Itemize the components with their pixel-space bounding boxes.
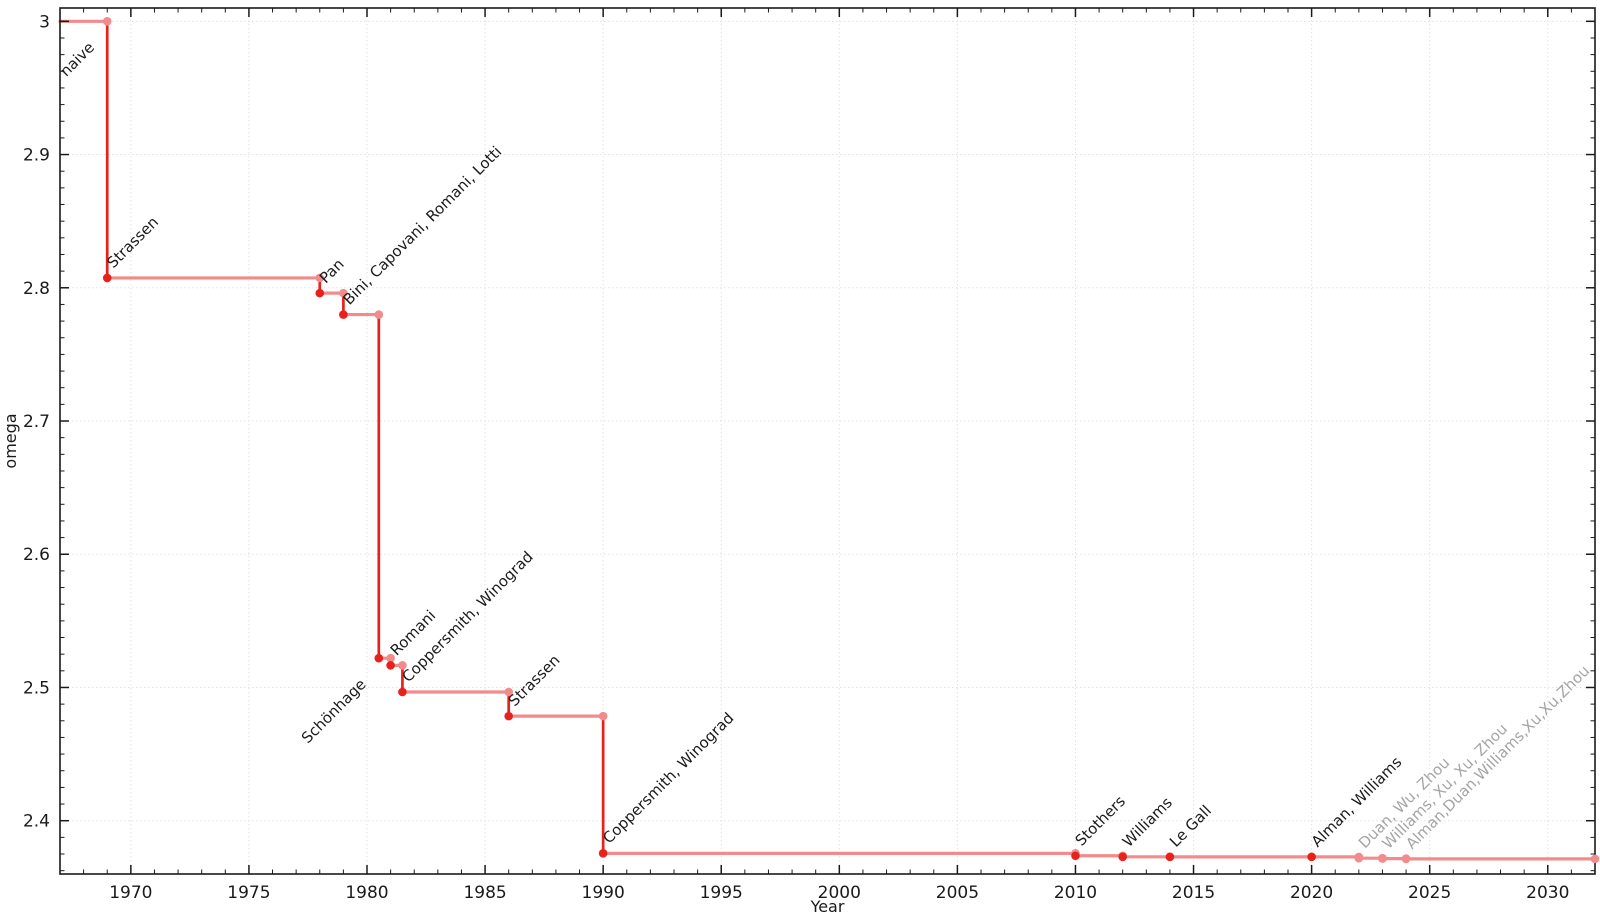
gridlines bbox=[60, 8, 1595, 874]
step-series bbox=[58, 19, 1597, 861]
x-tick-label: 2010 bbox=[1054, 883, 1097, 903]
step-end-point bbox=[102, 17, 112, 26]
point-label: Bini, Capovani, Romani, Lotti bbox=[339, 143, 505, 309]
data-point bbox=[1307, 852, 1316, 862]
point-label: Strassen bbox=[103, 213, 162, 272]
point-label: Schönhage bbox=[298, 675, 370, 747]
x-tick-label: 2030 bbox=[1526, 883, 1569, 903]
point-label: Alman,Duan,Williams,Xu,Xu,Zhou bbox=[1402, 662, 1593, 853]
step-end-point bbox=[339, 288, 348, 298]
data-point bbox=[398, 687, 407, 697]
x-tick-label: 2005 bbox=[936, 883, 979, 903]
data-point bbox=[1165, 852, 1175, 862]
ticks bbox=[59, 8, 1596, 874]
naive-label: naive bbox=[56, 38, 98, 80]
data-point bbox=[1378, 854, 1387, 863]
y-tick-label: 2.7 bbox=[23, 412, 50, 432]
data-point bbox=[374, 653, 384, 663]
x-tick-label: 1980 bbox=[345, 883, 388, 903]
x-tick-label: 2000 bbox=[818, 883, 861, 903]
x-tick-label: 2015 bbox=[1172, 883, 1215, 903]
data-point bbox=[1354, 853, 1364, 863]
point-label: Williams bbox=[1119, 793, 1176, 850]
tick-labels: 1970 1975 1980 1985 1990 1995 2000 2005 2010 2015… bbox=[23, 12, 1569, 903]
x-tick-label: 1990 bbox=[582, 883, 625, 903]
step-end-point bbox=[374, 310, 384, 319]
step-end-point bbox=[504, 687, 513, 697]
step-end-point bbox=[398, 661, 407, 670]
y-tick-label: 2.8 bbox=[23, 279, 50, 299]
point-label: Strassen bbox=[505, 651, 564, 710]
x-axis-label: Year bbox=[810, 897, 845, 916]
y-tick-label: 2.4 bbox=[23, 812, 50, 832]
x-tick-label: 1995 bbox=[700, 883, 743, 903]
plot-border bbox=[59, 7, 1596, 875]
y-axis-label: omega bbox=[1, 413, 20, 468]
data-point bbox=[339, 310, 348, 319]
data-point bbox=[598, 849, 608, 858]
data-point bbox=[386, 661, 395, 670]
y-tick-label: 3 bbox=[39, 12, 50, 32]
x-tick-label: 2020 bbox=[1290, 883, 1333, 903]
x-tick-label: 1970 bbox=[109, 883, 152, 903]
data-point bbox=[504, 711, 513, 721]
point-label: Le Gall bbox=[1166, 802, 1215, 851]
x-tick-label: 2025 bbox=[1408, 883, 1451, 903]
x-tick-label: 1985 bbox=[463, 883, 506, 903]
y-tick-label: 2.9 bbox=[23, 146, 50, 166]
x-tick-label: 1975 bbox=[227, 883, 270, 903]
data-point bbox=[102, 273, 112, 283]
y-tick-label: 2.5 bbox=[23, 678, 50, 698]
y-tick-label: 2.6 bbox=[23, 545, 50, 565]
data-point bbox=[315, 288, 325, 298]
data-point bbox=[1118, 852, 1127, 862]
step-end-point bbox=[598, 711, 608, 721]
step-end-point bbox=[315, 273, 325, 283]
point-label: Williams, Xu, Xu, Zhou bbox=[1379, 720, 1512, 853]
data-point bbox=[1401, 854, 1411, 864]
step-end-point bbox=[386, 653, 395, 663]
point-label: Coppersmith, Winograd bbox=[599, 709, 737, 847]
data-points bbox=[102, 17, 1600, 864]
series-end-point bbox=[1590, 854, 1600, 864]
data-point bbox=[1071, 851, 1080, 861]
